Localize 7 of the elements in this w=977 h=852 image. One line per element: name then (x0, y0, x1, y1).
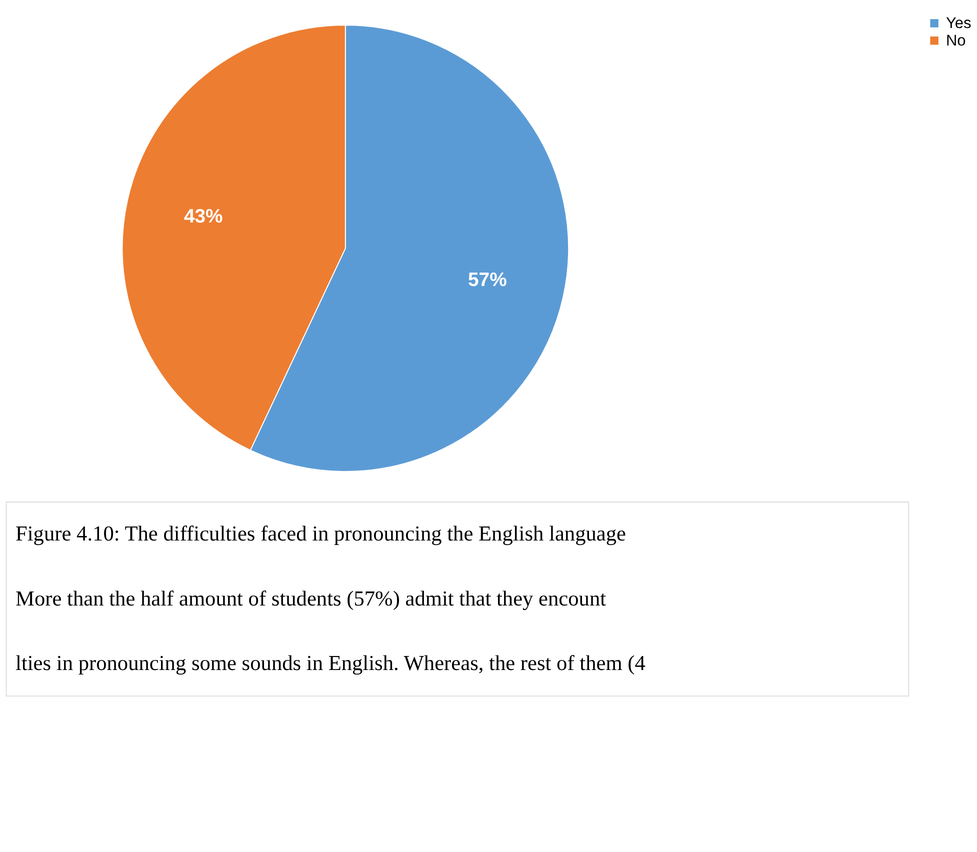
data-label: 57% (468, 268, 507, 291)
text: lties in pronouncing some sounds in English. Whereas, the rest of them (4 (16, 651, 646, 676)
text: More than the half amount of students (57%) admit that they encount (16, 586, 606, 610)
data-label: 43% (184, 205, 223, 228)
legend-label: No (946, 32, 966, 50)
caption: Figure 4.10: The difficulties faced in pronouncing the English language (16, 522, 626, 546)
legend-label: Yes (946, 15, 972, 32)
